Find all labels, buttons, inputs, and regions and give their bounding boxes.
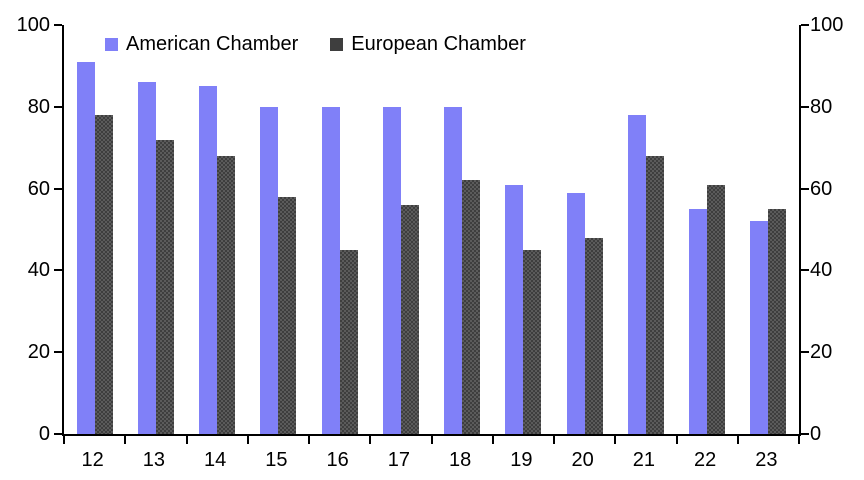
x-tick-10 xyxy=(675,436,678,444)
y-tick-60 xyxy=(54,187,62,190)
x-tick-3 xyxy=(246,436,249,444)
bar-american-17 xyxy=(382,106,401,434)
bar-american-23 xyxy=(750,221,769,434)
x-axis-label-14: 14 xyxy=(204,449,227,471)
bar-european-14 xyxy=(217,155,236,434)
y-tick-60 xyxy=(801,187,809,190)
x-tick-11 xyxy=(736,436,739,444)
y-tick-80 xyxy=(801,105,809,108)
bar-american-14 xyxy=(199,86,218,434)
bar-american-21 xyxy=(627,114,646,434)
y-axis-label-left-60: 60 xyxy=(27,177,50,200)
x-axis-label-22: 22 xyxy=(694,449,717,471)
x-axis-label-21: 21 xyxy=(632,449,655,471)
category-group-23 xyxy=(738,25,799,434)
category-group-22 xyxy=(677,25,738,434)
x-axis-label-12: 12 xyxy=(81,449,104,471)
category-group-13 xyxy=(125,25,186,434)
y-tick-0 xyxy=(54,433,62,435)
x-tick-9 xyxy=(614,436,617,444)
x-tick-7 xyxy=(491,436,494,444)
y-axis-label-left-100: 100 xyxy=(16,14,50,36)
x-axis-label-20: 20 xyxy=(571,449,594,471)
x-tick-12 xyxy=(798,436,800,444)
bar-european-23 xyxy=(768,209,787,434)
x-axis-label-16: 16 xyxy=(326,449,349,471)
bar-european-12 xyxy=(94,114,113,434)
legend-label-american-chamber: American Chamber xyxy=(126,33,299,55)
legend-label-european-chamber: European Chamber xyxy=(351,33,526,55)
legend-item-european-chamber: European Chamber xyxy=(330,32,526,56)
x-axis-label-17: 17 xyxy=(387,449,410,471)
x-axis-label-18: 18 xyxy=(449,449,472,471)
category-group-18 xyxy=(432,25,493,434)
category-group-20 xyxy=(554,25,615,434)
bar-european-21 xyxy=(645,155,664,434)
legend-item-american-chamber: American Chamber xyxy=(105,32,298,56)
y-tick-40 xyxy=(54,269,62,272)
y-axis-label-left-80: 80 xyxy=(27,95,50,118)
y-tick-20 xyxy=(54,351,62,354)
y-axis-label-left-40: 40 xyxy=(27,259,50,282)
y-tick-40 xyxy=(801,269,809,272)
y-axis-label-right-20: 20 xyxy=(810,341,833,364)
bar-american-18 xyxy=(444,106,463,434)
y-axis-label-right-100: 100 xyxy=(810,14,844,36)
x-tick-0 xyxy=(63,436,65,444)
y-axis-label-left-0: 0 xyxy=(38,423,50,445)
bar-european-13 xyxy=(155,139,174,434)
bar-american-19 xyxy=(505,184,524,434)
bar-american-20 xyxy=(566,192,585,434)
category-group-12 xyxy=(64,25,125,434)
x-axis-label-13: 13 xyxy=(142,449,165,471)
y-tick-20 xyxy=(801,351,809,354)
plot-area: American Chamber European Chamber xyxy=(54,24,809,444)
category-group-15 xyxy=(248,25,309,434)
category-group-19 xyxy=(493,25,554,434)
bar-european-19 xyxy=(523,249,542,434)
category-group-14 xyxy=(187,25,248,434)
bar-european-20 xyxy=(584,237,603,434)
bar-european-17 xyxy=(400,204,419,434)
y-tick-0 xyxy=(801,433,809,435)
x-tick-1 xyxy=(124,436,127,444)
y-tick-100 xyxy=(54,24,62,26)
european-chamber-swatch-icon xyxy=(330,37,344,51)
bar-european-16 xyxy=(339,249,358,434)
category-group-21 xyxy=(615,25,676,434)
bar-american-15 xyxy=(260,106,279,434)
y-axis-label-left-20: 20 xyxy=(27,341,50,364)
american-chamber-swatch-icon xyxy=(105,37,118,51)
y-axis-label-right-0: 0 xyxy=(810,423,822,445)
bar-american-12 xyxy=(76,61,95,434)
x-tick-2 xyxy=(185,436,188,444)
y-tick-100 xyxy=(801,24,809,26)
x-axis-label-15: 15 xyxy=(265,449,288,471)
y-tick-80 xyxy=(54,105,62,108)
category-group-16 xyxy=(309,25,370,434)
y-axis-label-right-40: 40 xyxy=(810,259,833,282)
x-tick-5 xyxy=(369,436,372,444)
bar-european-22 xyxy=(707,184,726,434)
x-tick-6 xyxy=(430,436,433,444)
category-group-17 xyxy=(370,25,431,434)
legend: American Chamber European Chamber xyxy=(105,32,526,56)
bar-european-18 xyxy=(462,180,481,434)
x-axis-label-19: 19 xyxy=(510,449,533,471)
bar-american-16 xyxy=(321,106,340,434)
y-axis-label-right-60: 60 xyxy=(810,177,833,200)
bar-american-13 xyxy=(137,82,156,434)
bar-european-15 xyxy=(278,196,297,434)
bar-american-22 xyxy=(689,209,708,434)
x-tick-8 xyxy=(553,436,555,444)
x-tick-4 xyxy=(308,436,310,444)
y-axis-label-right-80: 80 xyxy=(810,95,833,118)
x-axis-label-23: 23 xyxy=(755,449,778,471)
